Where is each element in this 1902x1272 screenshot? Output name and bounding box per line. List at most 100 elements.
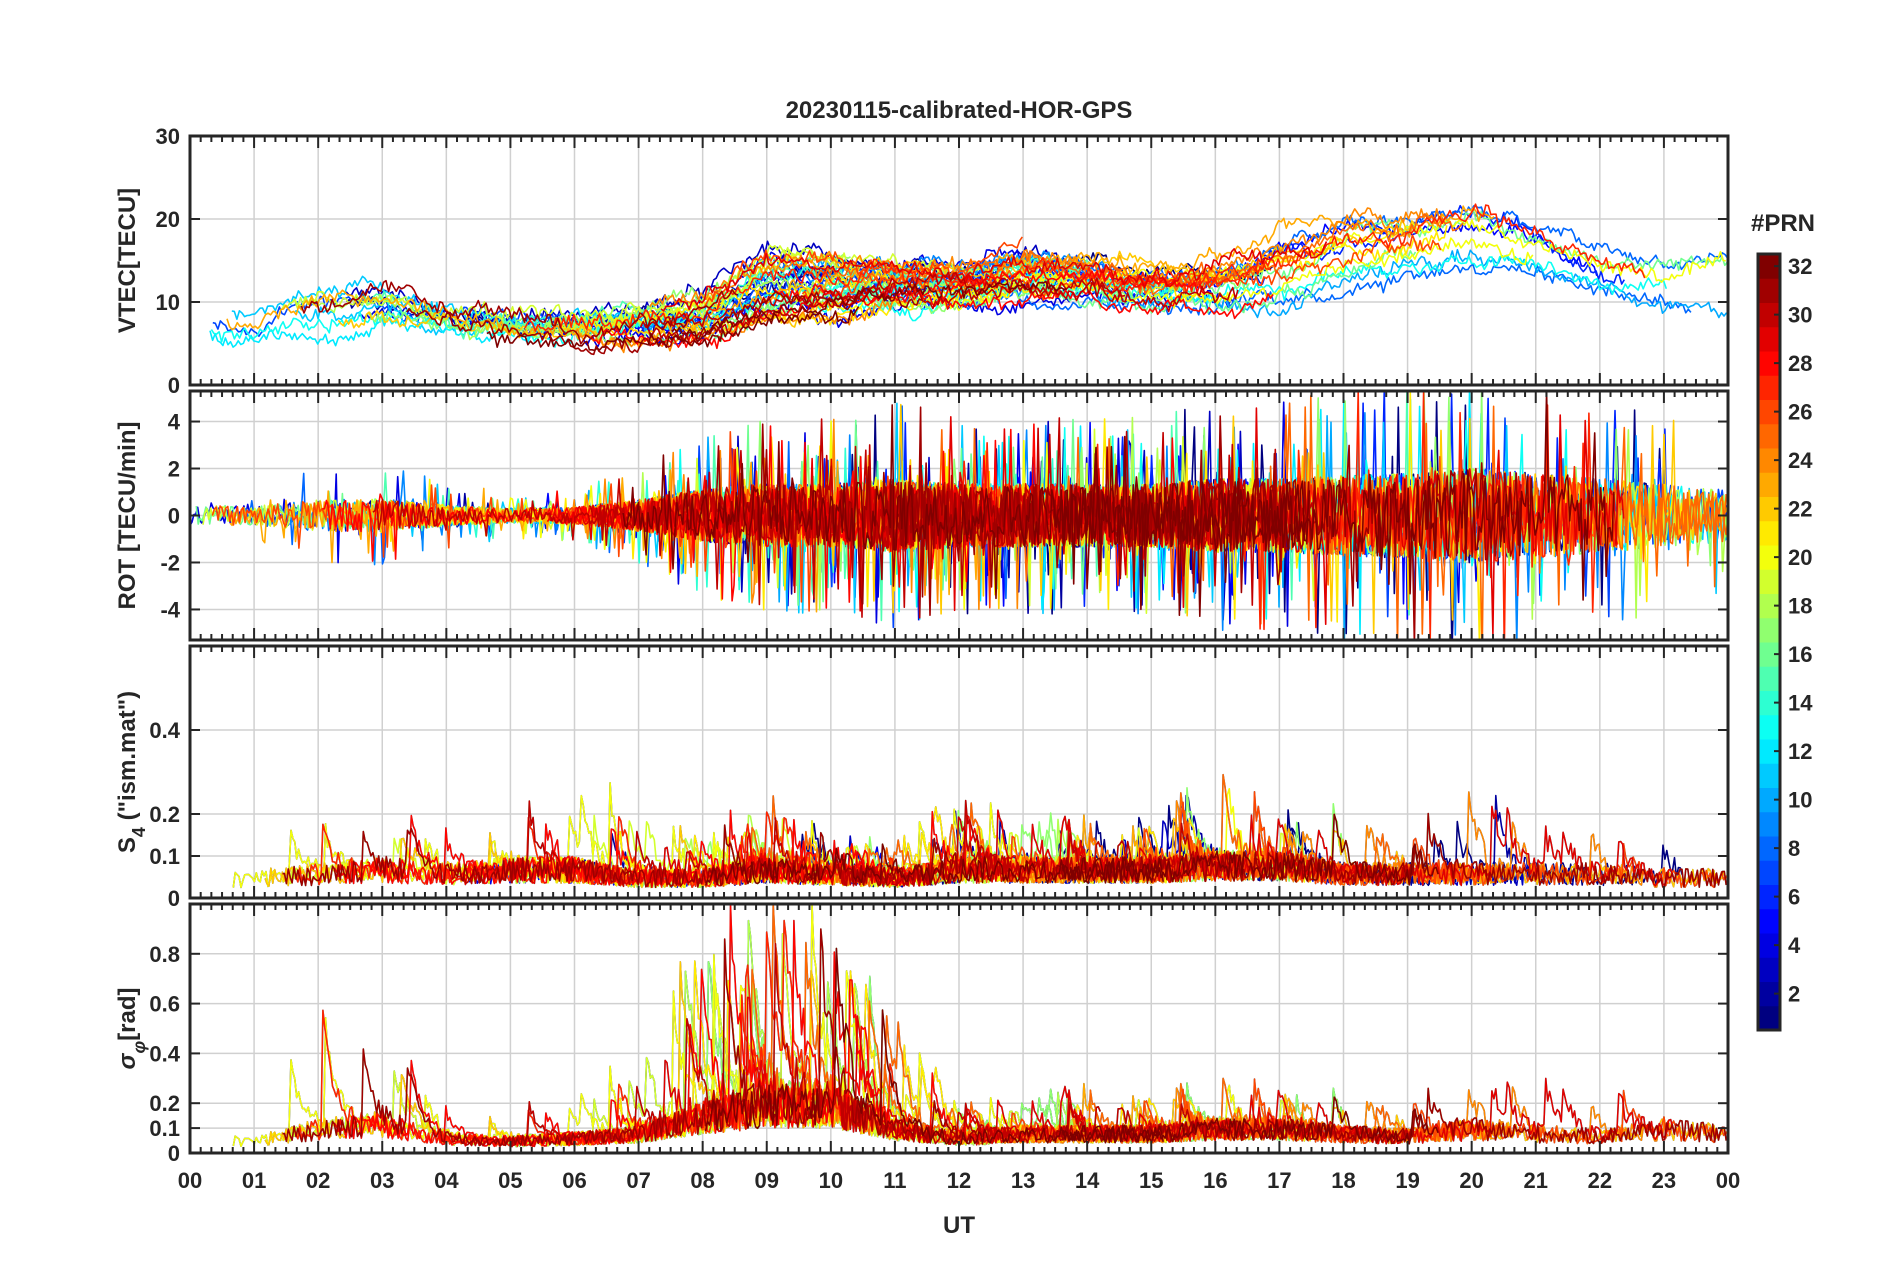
colorbar-segment	[1758, 278, 1780, 303]
colorbar-title: #PRN	[1751, 210, 1815, 237]
prn-24-series	[574, 288, 920, 354]
vtec-panel: 0 10 20 30 VTEC[TECU]	[114, 124, 1730, 398]
y-tick-label: 10	[156, 290, 180, 315]
y-tick-label: -2	[160, 550, 180, 575]
prn-series-group	[190, 391, 1728, 640]
figure-title: 20230115-calibrated-HOR-GPS	[786, 97, 1133, 124]
x-tick-label: 11	[883, 1168, 906, 1193]
y-tick-label: 0.4	[149, 1041, 180, 1066]
colorbar-tick-label: 14	[1788, 691, 1813, 716]
y-tick-label: 4	[168, 410, 181, 435]
x-tick-label: 21	[1524, 1168, 1548, 1193]
x-tick-label: 06	[562, 1168, 586, 1193]
prn-26-series	[801, 234, 1442, 301]
colorbar-tick-label: 26	[1788, 400, 1812, 425]
x-tick-label: 16	[1203, 1168, 1227, 1193]
x-tick-label: 03	[370, 1168, 394, 1193]
y-axis-label: S4 ("ism.mat")	[114, 691, 149, 853]
x-tick-label: 05	[498, 1168, 522, 1193]
y-tick-label: -4	[160, 597, 180, 622]
prn-28-series	[773, 268, 1206, 304]
colorbar-segment	[1758, 908, 1780, 934]
prn-32-series	[1062, 1096, 1439, 1145]
x-tick-label: 10	[819, 1168, 843, 1193]
colorbar-tick-label: 6	[1788, 885, 1800, 910]
y-tick-label: 30	[156, 124, 180, 149]
colorbar-segment	[1758, 617, 1780, 643]
prn-30-series	[647, 281, 1239, 345]
colorbar-tick-label: 2	[1788, 982, 1800, 1007]
colorbar-segment	[1758, 423, 1780, 449]
colorbar-tick-label: 8	[1788, 836, 1800, 861]
prn-32-series	[1062, 813, 1439, 886]
prn-32-series	[704, 843, 1164, 886]
x-tick-label: 02	[306, 1168, 330, 1193]
y-tick-label: 2	[168, 457, 180, 482]
colorbar-tick-label: 28	[1788, 351, 1812, 376]
y-tick-label: 0	[168, 1141, 180, 1166]
prn-32-series	[1053, 391, 1615, 617]
colorbar-segment	[1758, 642, 1780, 667]
y-tick-label: 0.2	[149, 802, 180, 827]
x-axis-label: UT	[943, 1212, 975, 1239]
colorbar-tick-label: 18	[1788, 594, 1812, 619]
x-tick-label: 23	[1652, 1168, 1676, 1193]
colorbar-tick-label: 16	[1788, 642, 1812, 667]
x-tick-label: 17	[1267, 1168, 1291, 1193]
rot-panel: -4 -2 0 2 4 ROT [TECU/min]	[114, 389, 1730, 642]
colorbar-segment	[1758, 326, 1780, 352]
x-tick-label: 15	[1139, 1168, 1163, 1193]
colorbar-segment	[1758, 351, 1780, 376]
prn-30-series	[449, 799, 1102, 888]
colorbar-tick-label: 22	[1788, 497, 1812, 522]
x-tick-label: 04	[434, 1168, 459, 1193]
prn-31-series	[282, 928, 980, 1148]
colorbar-tick-label: 32	[1788, 254, 1812, 279]
colorbar-segment	[1758, 739, 1780, 764]
x-tick-label: 07	[626, 1168, 650, 1193]
y-tick-label: 0	[168, 373, 180, 398]
colorbar-segment	[1758, 399, 1780, 425]
colorbar-segment	[1758, 884, 1780, 910]
y-tick-label: 0.4	[149, 718, 180, 743]
prn-30-series	[639, 271, 1126, 329]
y-tick-label: 20	[156, 207, 180, 232]
y-axis-label: σφ[rad]	[114, 988, 149, 1070]
colorbar-segment	[1758, 496, 1780, 522]
x-tick-label: 18	[1331, 1168, 1355, 1193]
x-tick-label: 01	[242, 1168, 266, 1193]
y-tick-label: 0.1	[149, 844, 180, 869]
colorbar-segment	[1758, 933, 1780, 958]
colorbar-segment	[1758, 1005, 1780, 1031]
colorbar-frame	[1756, 252, 1782, 1032]
prn-23-series	[226, 270, 900, 351]
x-tick-label: 12	[947, 1168, 971, 1193]
colorbar-tick-label: 30	[1788, 303, 1812, 328]
prn-26-series	[695, 236, 1023, 311]
prn-30-series	[449, 942, 1102, 1148]
colorbar-segment	[1758, 254, 1780, 279]
colorbar-tick-label: 10	[1788, 788, 1812, 813]
colorbar-tick-label: 24	[1788, 448, 1813, 473]
prn-series-group	[232, 773, 1728, 889]
y-tick-label: 0	[168, 504, 180, 529]
prn-series-group	[232, 904, 1728, 1148]
sigma-phi-panel: 00.10.2 0.4 0.6 0.8σφ[rad]	[114, 902, 1730, 1166]
x-tick-label: 13	[1011, 1168, 1035, 1193]
prn-31-series	[1052, 1087, 1727, 1145]
colorbar-segment	[1758, 981, 1780, 1007]
y-axis-label: ROT [TECU/min]	[114, 422, 141, 610]
prn-31-series	[1052, 812, 1727, 889]
y-tick-label: 0.6	[149, 992, 180, 1017]
y-tick-label: 0.8	[149, 942, 180, 967]
colorbar-segment	[1758, 448, 1780, 473]
y-tick-label: 0.2	[149, 1091, 180, 1116]
x-tick-label: 00	[1716, 1168, 1740, 1193]
y-axis-label: VTEC[TECU]	[114, 188, 141, 333]
colorbar-segment	[1758, 811, 1780, 837]
y-tick-label: 0.1	[149, 1116, 180, 1141]
colorbar-segment	[1758, 860, 1780, 885]
colorbar-segment	[1758, 957, 1780, 982]
